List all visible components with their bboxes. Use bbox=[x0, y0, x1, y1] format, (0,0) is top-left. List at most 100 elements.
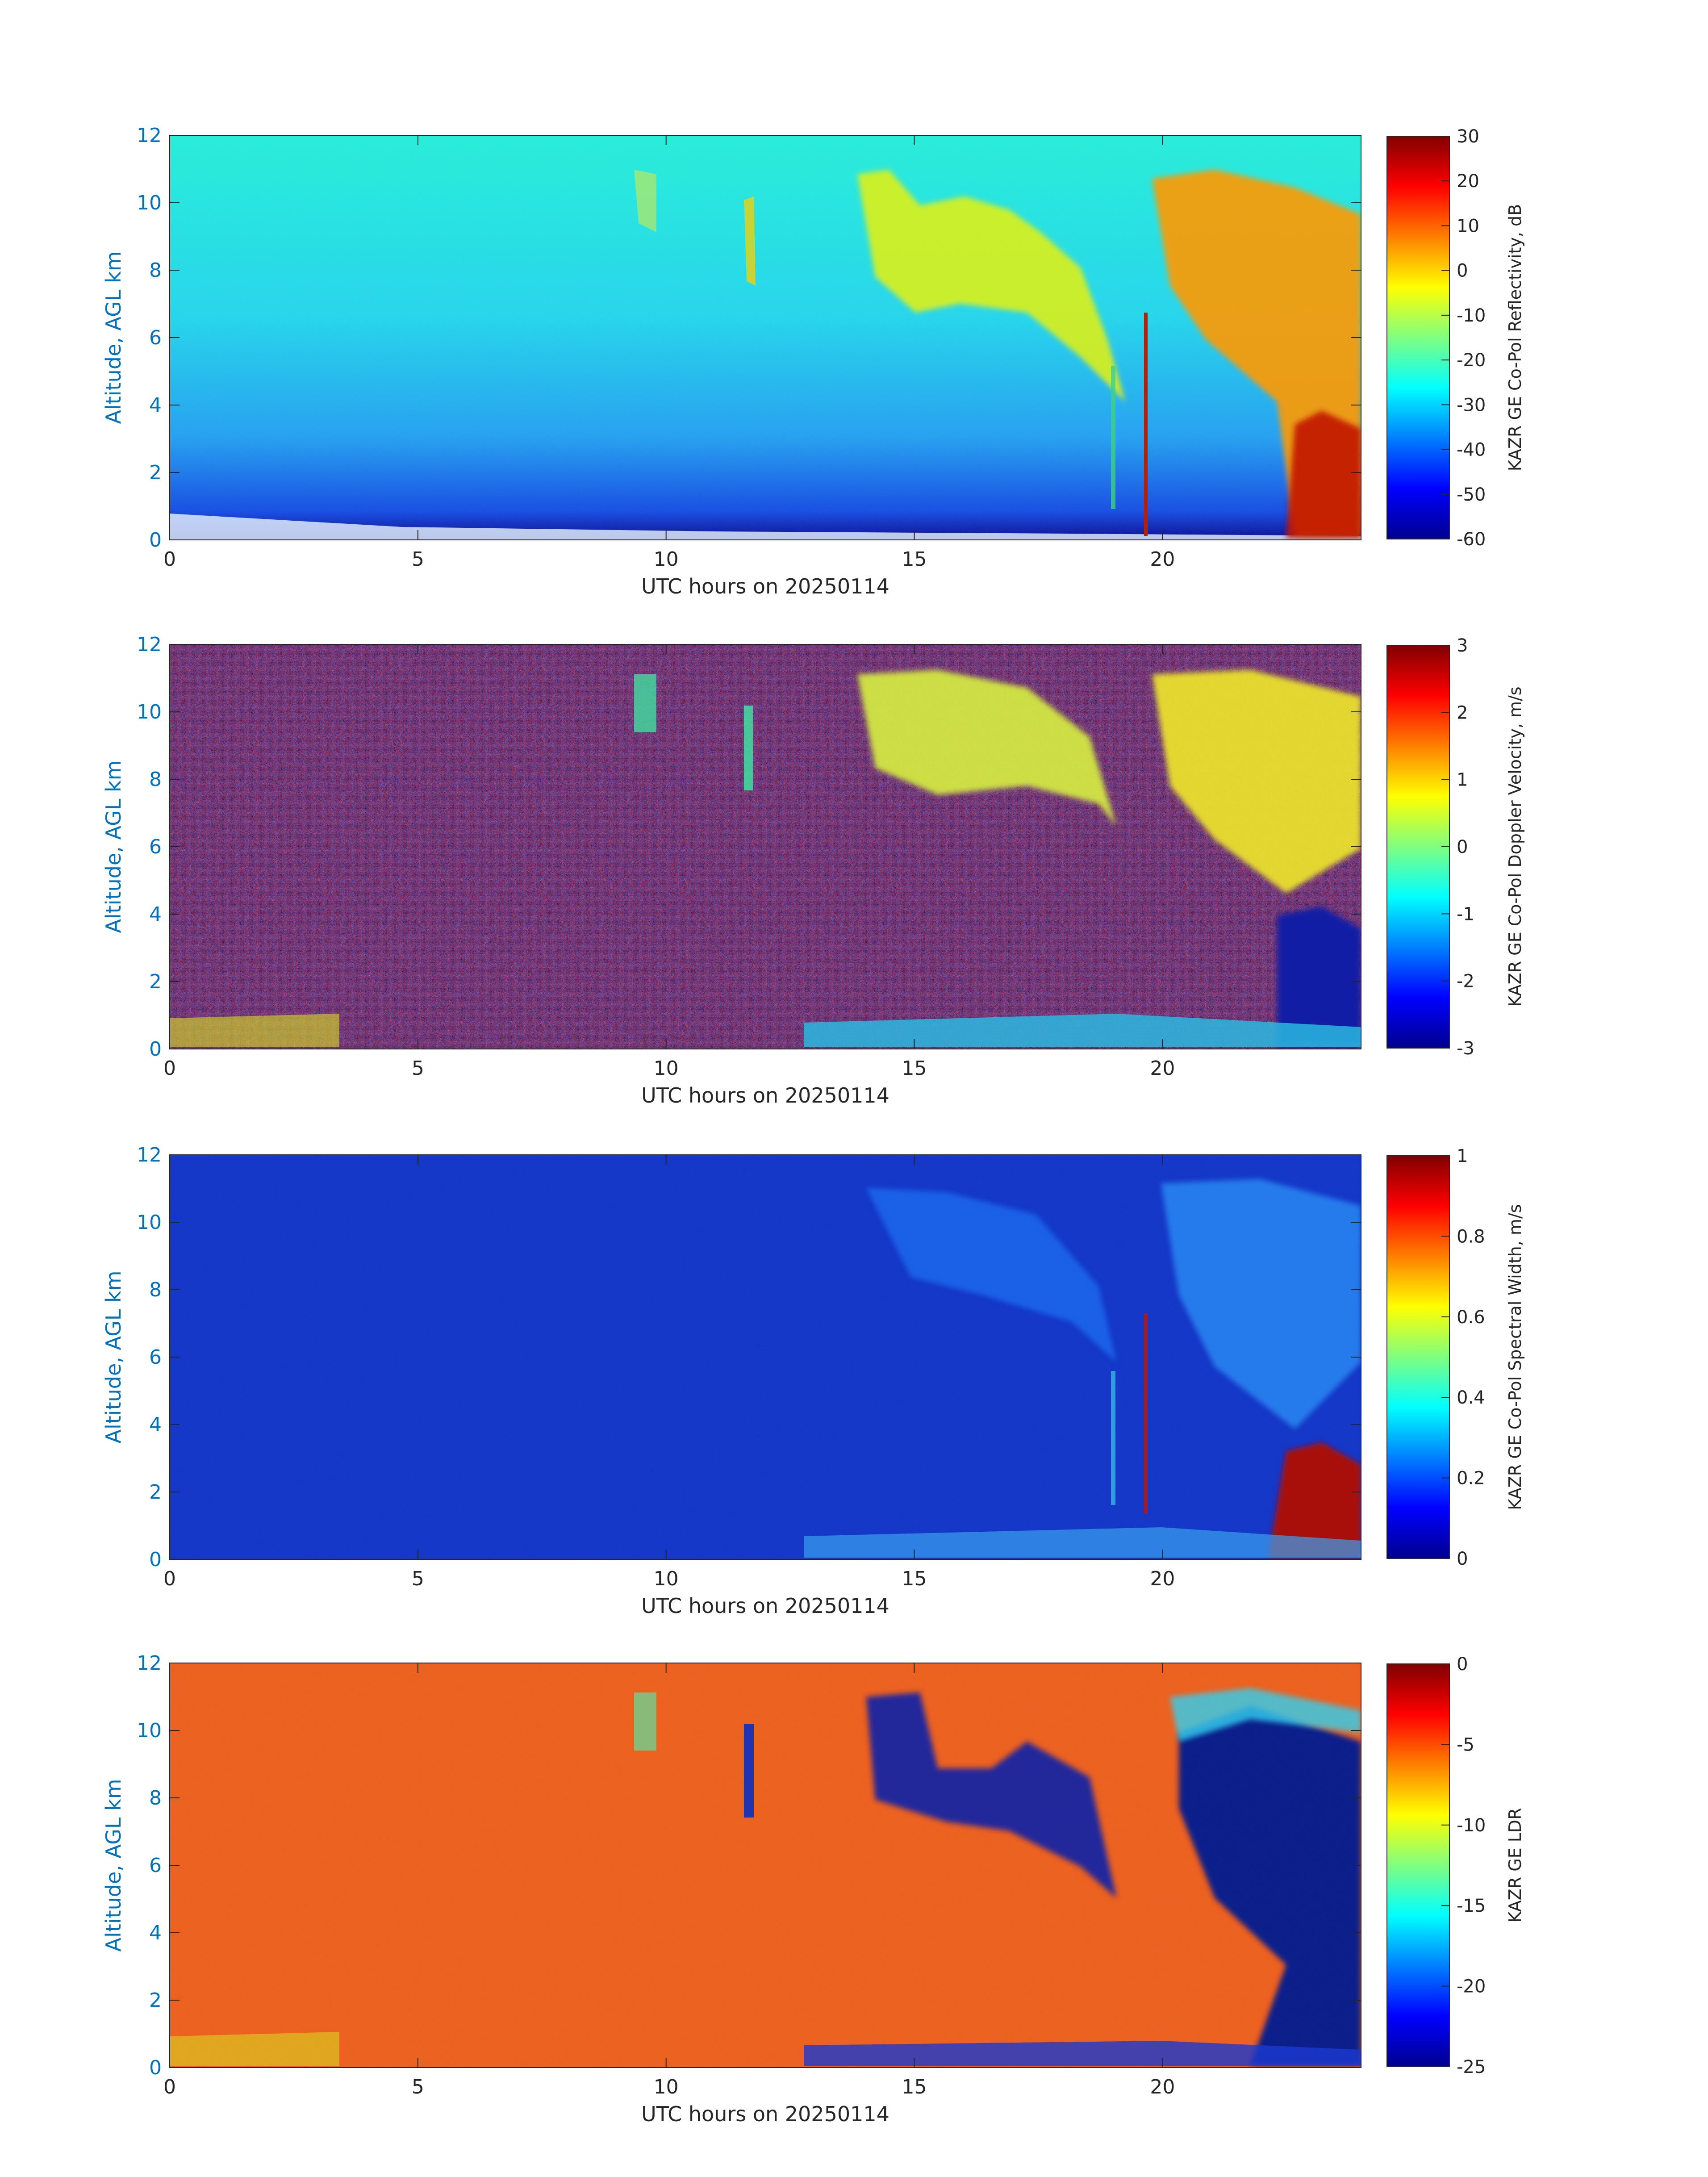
cloud-echo bbox=[866, 1188, 1116, 1362]
x-tick-label: 5 bbox=[412, 2076, 424, 2098]
colorbar-tick-label: -1 bbox=[1457, 904, 1474, 924]
colorbar-tick-label: 0.6 bbox=[1457, 1307, 1485, 1328]
colorbar-tick-label: 30 bbox=[1457, 126, 1479, 147]
y-axis-label: Altitude, AGL km bbox=[101, 1270, 125, 1443]
y-tick-label: 6 bbox=[149, 326, 162, 349]
x-tick-label: 20 bbox=[1150, 548, 1175, 571]
cloud-echo-ice bbox=[857, 170, 1125, 402]
colorbar-tick-label: 0.8 bbox=[1457, 1226, 1485, 1247]
low-ldr-region bbox=[1179, 1706, 1361, 2065]
x-axis-label: UTC hours on 20250114 bbox=[641, 574, 889, 598]
y-tick-label: 2 bbox=[149, 970, 162, 993]
plot-area-ldr bbox=[169, 1663, 1361, 2068]
colorbar-gradient bbox=[1386, 645, 1450, 1049]
colorbar-label: KAZR GE LDR bbox=[1505, 1808, 1525, 1922]
colorbar-gradient bbox=[1386, 136, 1450, 539]
colorbar-tick-label: -60 bbox=[1457, 529, 1486, 550]
colorbar-tick-label: 2 bbox=[1457, 702, 1468, 723]
colorbar-tick-label: 10 bbox=[1457, 216, 1479, 236]
y-tick-label: 8 bbox=[149, 1279, 162, 1301]
low-level-echo bbox=[170, 1014, 339, 1047]
y-tick-label: 0 bbox=[149, 1038, 162, 1061]
streak bbox=[1111, 366, 1115, 509]
colorbar-label: KAZR GE Co-Pol Reflectivity, dB bbox=[1505, 204, 1525, 471]
y-tick-label: 12 bbox=[137, 124, 162, 147]
small-echo bbox=[744, 706, 753, 790]
x-tick-label: 15 bbox=[902, 2076, 927, 2098]
colorbar-tick-label: -50 bbox=[1457, 485, 1486, 505]
y-tick-label: 8 bbox=[149, 768, 162, 791]
x-tick-label: 20 bbox=[1150, 1567, 1175, 1590]
y-tick-label: 0 bbox=[149, 1548, 162, 1571]
colorbar-label: KAZR GE Co-Pol Doppler Velocity, m/s bbox=[1505, 686, 1525, 1007]
colorbar-tick-label: -3 bbox=[1457, 1038, 1474, 1059]
colorbar-ticks: -3 -2 -1 0 1 2 3 KAZR GE Co-Pol Doppler Velocit… bbox=[1441, 635, 1525, 1059]
y-tick-label: 2 bbox=[149, 461, 162, 484]
high-width-region bbox=[1268, 1442, 1361, 1558]
panel-ldr: 0 5 10 15 20 0 2 4 6 8 10 12 UTC hours on 20250114 Al… bbox=[101, 1652, 1525, 2126]
y-tick-label: 4 bbox=[149, 1922, 162, 1944]
streak bbox=[1111, 1371, 1115, 1505]
y-tick-label: 8 bbox=[149, 1787, 162, 1809]
colorbar-tick-label: 20 bbox=[1457, 171, 1479, 192]
colorbar-ldr: -25 -20 -15 -10 -5 0 KAZR GE LDR bbox=[1386, 1654, 1525, 2077]
small-echo bbox=[744, 196, 756, 286]
y-tick-label: 0 bbox=[149, 2056, 162, 2079]
colorbar-tick-label: 0 bbox=[1457, 261, 1468, 281]
y-tick-label: 0 bbox=[149, 529, 162, 552]
echo-features-reflectivity bbox=[170, 135, 1361, 540]
colorbar-tick-label: -20 bbox=[1457, 1976, 1486, 1997]
colorbar-tick-label: -10 bbox=[1457, 305, 1486, 326]
colorbar-tick-label: 0 bbox=[1457, 837, 1468, 857]
y-tick-label: 4 bbox=[149, 1413, 162, 1436]
x-tick-label: 20 bbox=[1150, 2076, 1175, 2098]
y-tick-label: 12 bbox=[137, 1652, 162, 1675]
small-echo bbox=[634, 1692, 656, 1751]
echo-features-ldr bbox=[170, 1663, 1361, 2068]
x-tick-label: 15 bbox=[902, 1057, 927, 1080]
colorbar-gradient bbox=[1386, 1663, 1450, 2067]
x-tick-label: 0 bbox=[163, 2076, 176, 2098]
y-axis-label: Altitude, AGL km bbox=[101, 1779, 125, 1951]
small-echo bbox=[634, 170, 656, 232]
colorbar-tick-label: -5 bbox=[1457, 1734, 1474, 1755]
colorbar-gradient bbox=[1386, 1155, 1450, 1559]
downdraft-region bbox=[1277, 907, 1361, 1047]
y-tick-label: 12 bbox=[137, 1144, 162, 1166]
x-axis-label: UTC hours on 20250114 bbox=[641, 1083, 889, 1107]
streak bbox=[1144, 313, 1148, 536]
colorbar-tick-label: 3 bbox=[1457, 635, 1468, 656]
low-level-echo bbox=[170, 2032, 339, 2066]
low-ldr-edge bbox=[1170, 1688, 1361, 1742]
plot-area-spectral-width bbox=[169, 1154, 1361, 1560]
near-surface-echo bbox=[804, 1527, 1361, 1558]
y-axis-label: Altitude, AGL km bbox=[101, 760, 125, 933]
x-tick-label: 5 bbox=[412, 548, 424, 571]
y-tick-label: 2 bbox=[149, 1989, 162, 2012]
plot-area-doppler-velocity bbox=[169, 644, 1361, 1049]
plot-area-reflectivity bbox=[169, 135, 1361, 540]
y-tick-label: 6 bbox=[149, 1854, 162, 1877]
precip-shaft bbox=[1286, 411, 1361, 538]
x-tick-label: 15 bbox=[902, 548, 927, 571]
colorbar-doppler-velocity: -3 -2 -1 0 1 2 3 KAZR GE Co-Pol Doppler Velocit… bbox=[1386, 635, 1525, 1059]
x-tick-label: 20 bbox=[1150, 1057, 1175, 1080]
colorbar-tick-label: -10 bbox=[1457, 1815, 1486, 1836]
x-tick-label: 5 bbox=[412, 1567, 424, 1590]
surface-clutter bbox=[170, 514, 1361, 540]
y-axis-label: Altitude, AGL km bbox=[101, 251, 125, 424]
y-tick-label: 12 bbox=[137, 633, 162, 656]
x-tick-label: 10 bbox=[654, 1057, 679, 1080]
x-axis-label: UTC hours on 20250114 bbox=[641, 2102, 889, 2126]
x-tick-label: 10 bbox=[654, 1567, 679, 1590]
echo-features-doppler-velocity bbox=[170, 644, 1361, 1049]
x-tick-label: 15 bbox=[902, 1567, 927, 1590]
small-echo bbox=[634, 674, 656, 732]
y-tick-label: 4 bbox=[149, 394, 162, 417]
x-tick-label: 10 bbox=[654, 2076, 679, 2098]
y-tick-label: 10 bbox=[137, 192, 162, 214]
y-tick-label: 10 bbox=[137, 1211, 162, 1234]
